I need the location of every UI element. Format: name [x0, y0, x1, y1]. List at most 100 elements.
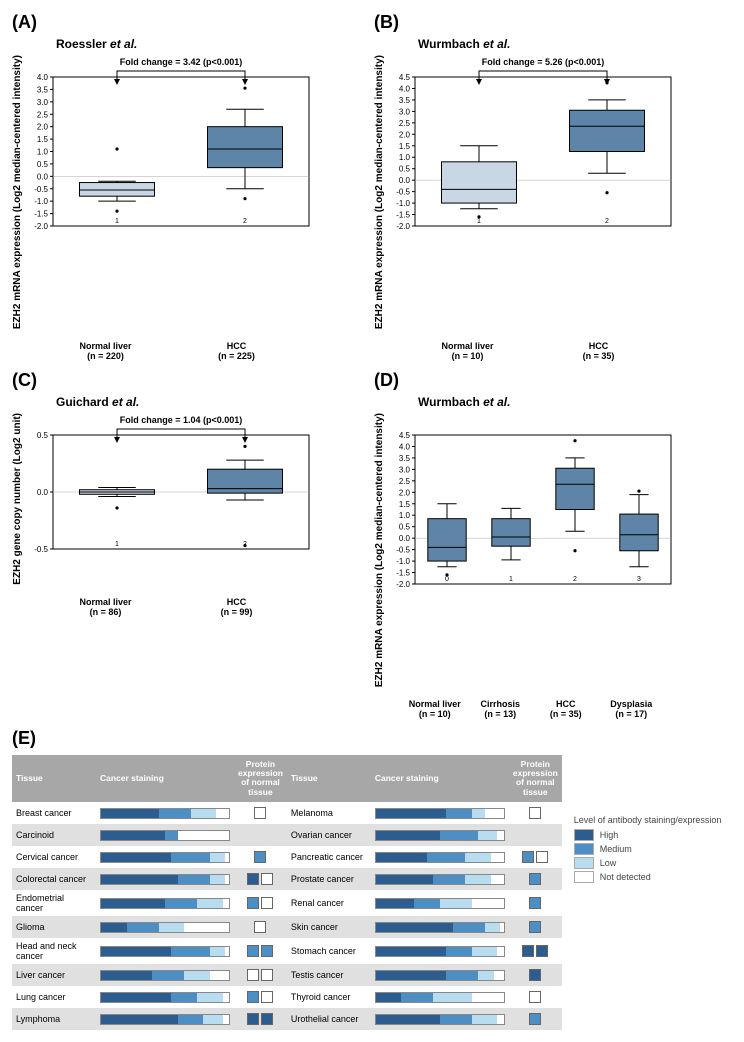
svg-text:2.5: 2.5: [37, 110, 49, 119]
protein-box: [509, 868, 562, 890]
svg-text:-2.0: -2.0: [396, 222, 410, 231]
th-protein-l: Protein expression of normal tissue: [234, 755, 287, 802]
svg-text:Fold change = 1.04 (p<0.001): Fold change = 1.04 (p<0.001): [120, 415, 243, 425]
svg-text:1.5: 1.5: [37, 135, 49, 144]
svg-text:2: 2: [605, 218, 609, 225]
staining-bar: [96, 868, 234, 890]
x-label: HCC(n = 35): [533, 699, 599, 720]
svg-text:-1.0: -1.0: [396, 199, 410, 208]
svg-text:Fold change = 3.42 (p<0.001): Fold change = 3.42 (p<0.001): [120, 57, 243, 67]
panel-c-title-italic: et al.: [112, 395, 139, 409]
panel-c-xlabels: Normal liver(n = 86)HCC(n = 99): [12, 597, 302, 618]
panel-e: Tissue Cancer staining Protein expressio…: [12, 755, 732, 1030]
panel-d-ylabel: EZH2 mRNA expression (Log2 median-center…: [374, 413, 385, 697]
panel-c-label: (C): [12, 370, 370, 391]
th-tissue-l: Tissue: [12, 755, 96, 802]
protein-box: [509, 916, 562, 938]
svg-text:-0.5: -0.5: [396, 188, 410, 197]
svg-text:4.0: 4.0: [37, 73, 49, 82]
staining-bar: [96, 938, 234, 964]
staining-bar: [371, 824, 509, 846]
tissue-name: Lung cancer: [12, 986, 96, 1008]
panel-b-title-italic: et al.: [483, 37, 510, 51]
x-label: Normal liver(n = 220): [40, 341, 171, 362]
svg-text:0.5: 0.5: [37, 431, 49, 440]
staining-bar: [371, 964, 509, 986]
svg-text:1.5: 1.5: [399, 500, 411, 509]
panel-a-chart: -2.0-1.5-1.0-0.50.00.51.01.52.02.53.03.5…: [25, 55, 315, 240]
tissue-name: Testis cancer: [287, 964, 371, 986]
panel-b-title-prefix: Wurmbach: [418, 37, 483, 51]
staining-bar: [371, 868, 509, 890]
legend-item: High: [574, 829, 722, 841]
legend-title: Level of antibody staining/expression: [574, 815, 722, 826]
staining-bar: [96, 824, 234, 846]
svg-text:-0.5: -0.5: [34, 185, 48, 194]
th-protein-r: Protein expression of normal tissue: [509, 755, 562, 802]
legend-item: Medium: [574, 843, 722, 855]
x-label: Dysplasia(n = 17): [599, 699, 665, 720]
protein-box: [509, 890, 562, 916]
panel-d: (D) Wurmbach et al. EZH2 mRNA expression…: [374, 370, 732, 720]
svg-text:1: 1: [509, 576, 513, 583]
protein-box: [234, 802, 287, 824]
svg-text:4.0: 4.0: [399, 84, 411, 93]
th-staining-l: Cancer staining: [96, 755, 234, 802]
svg-text:0.5: 0.5: [399, 523, 411, 532]
panel-e-label: (E): [12, 728, 732, 749]
tissue-name: Stomach cancer: [287, 938, 371, 964]
panel-e-thead: Tissue Cancer staining Protein expressio…: [12, 755, 562, 802]
panel-a-label: (A): [12, 12, 370, 33]
staining-bar: [371, 1008, 509, 1030]
staining-bar: [96, 986, 234, 1008]
table-row: Cervical cancer Pancreatic cancer: [12, 846, 562, 868]
tissue-name: Ovarian cancer: [287, 824, 371, 846]
table-row: Endometrial cancer Renal cancer: [12, 890, 562, 916]
panel-a: (A) Roessler et al. EZH2 mRNA expression…: [12, 12, 370, 362]
panel-b: (B) Wurmbach et al. EZH2 mRNA expression…: [374, 12, 732, 362]
protein-box: [234, 868, 287, 890]
panel-b-chart: -2.0-1.5-1.0-0.50.00.51.01.52.02.53.03.5…: [387, 55, 677, 240]
tissue-name: Breast cancer: [12, 802, 96, 824]
svg-text:-2.0: -2.0: [396, 580, 410, 589]
tissue-name: Head and neck cancer: [12, 938, 96, 964]
x-label: Normal liver(n = 10): [402, 341, 533, 362]
svg-text:2.0: 2.0: [37, 123, 49, 132]
table-row: Breast cancer Melanoma: [12, 802, 562, 824]
protein-box: [234, 846, 287, 868]
panel-e-table: Tissue Cancer staining Protein expressio…: [12, 755, 562, 1030]
table-row: Carcinoid Ovarian cancer: [12, 824, 562, 846]
svg-text:3.5: 3.5: [399, 454, 411, 463]
panel-d-title-prefix: Wurmbach: [418, 395, 483, 409]
svg-text:1.0: 1.0: [37, 148, 49, 157]
protein-box: [234, 916, 287, 938]
staining-bar: [371, 890, 509, 916]
svg-text:4.5: 4.5: [399, 431, 411, 440]
legend-swatch: [574, 829, 594, 841]
panel-d-chart: -2.0-1.5-1.0-0.50.00.51.01.52.02.53.03.5…: [387, 413, 677, 598]
x-label: Normal liver(n = 86): [40, 597, 171, 618]
legend-label: Medium: [600, 844, 632, 854]
tissue-name: Colorectal cancer: [12, 868, 96, 890]
panel-c-chart: -0.50.00.512Fold change = 1.04 (p<0.001): [25, 413, 315, 563]
svg-text:1: 1: [115, 218, 119, 225]
panel-c: (C) Guichard et al. EZH2 gene copy numbe…: [12, 370, 370, 720]
x-label: Normal liver(n = 10): [402, 699, 468, 720]
svg-text:3.0: 3.0: [37, 98, 49, 107]
svg-text:1.5: 1.5: [399, 142, 411, 151]
svg-text:3.5: 3.5: [399, 96, 411, 105]
panel-c-ylabel: EZH2 gene copy number (Log2 unit): [12, 413, 23, 595]
tissue-name: Carcinoid: [12, 824, 96, 846]
svg-text:3: 3: [637, 576, 641, 583]
svg-text:0.0: 0.0: [399, 534, 411, 543]
staining-bar: [96, 1008, 234, 1030]
staining-bar: [96, 964, 234, 986]
staining-bar: [371, 802, 509, 824]
svg-text:2.5: 2.5: [399, 119, 411, 128]
x-label: Cirrhosis(n = 13): [468, 699, 534, 720]
svg-text:4.0: 4.0: [399, 442, 411, 451]
protein-box: [509, 964, 562, 986]
svg-text:2.0: 2.0: [399, 488, 411, 497]
svg-text:4.5: 4.5: [399, 73, 411, 82]
panel-e-tbody: Breast cancer Melanoma Carcinoid Ovarian…: [12, 802, 562, 1030]
